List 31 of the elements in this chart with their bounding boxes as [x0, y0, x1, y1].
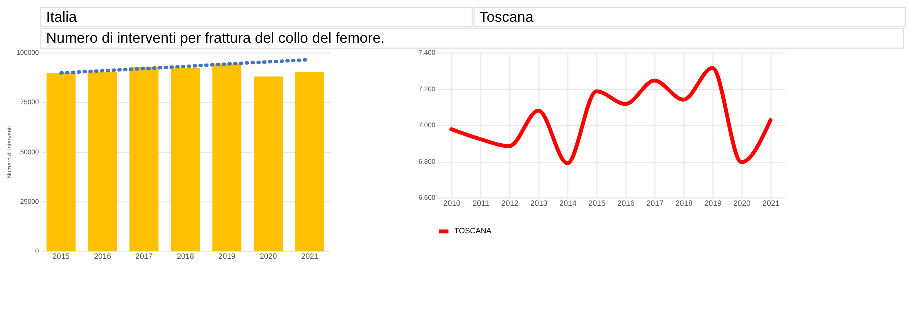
chart-subtitle: Numero di interventi per frattura del collo del femore.	[46, 31, 385, 48]
x-tick-label: 2020	[734, 199, 751, 208]
x-tick-label: 2020	[260, 252, 278, 262]
x-tick-label: 2016	[94, 252, 112, 262]
x-tick-label: 2013	[530, 199, 548, 208]
bar	[254, 76, 284, 251]
x-tick-label: 2021	[301, 252, 319, 262]
x-tick-label: 2011	[472, 199, 490, 208]
x-tick-label: 2019	[704, 199, 722, 208]
bar	[171, 68, 200, 251]
chart-title: Italia	[46, 10, 78, 26]
x-tick-label: 2010	[444, 199, 461, 208]
bar	[212, 64, 242, 251]
x-tick-label: 2012	[502, 199, 519, 208]
legend-label: TOSCANA	[454, 226, 493, 236]
x-tick-label: 2017	[136, 252, 153, 262]
x-tick-label: 2015	[588, 199, 606, 208]
x-tick-label: 2018	[676, 199, 693, 208]
bar	[130, 67, 159, 251]
x-tick-label: 2019	[218, 252, 236, 262]
bar	[88, 72, 118, 251]
x-tick-label: 2017	[646, 199, 664, 208]
bar	[296, 72, 325, 251]
x-tick-label: 2021	[762, 199, 780, 208]
chart-title: Toscana	[480, 10, 535, 26]
bar	[46, 72, 76, 251]
x-tick-label: 2016	[618, 199, 635, 208]
x-tick-label: 2015	[52, 252, 70, 262]
x-tick-label: 2014	[560, 199, 578, 208]
line-series	[450, 66, 773, 166]
x-tick-label: 2018	[177, 252, 194, 262]
